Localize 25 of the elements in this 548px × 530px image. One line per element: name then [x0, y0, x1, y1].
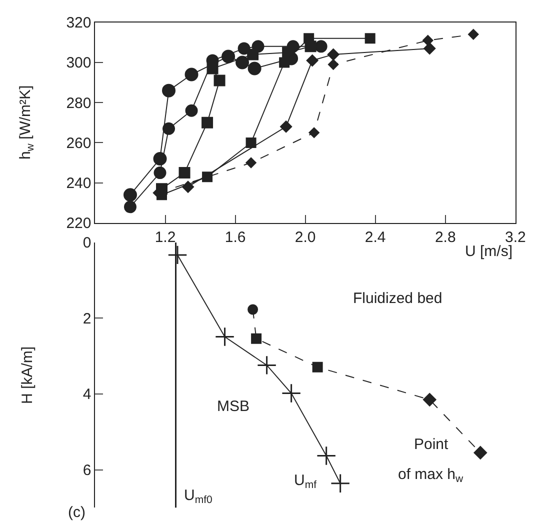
annotation: U$_{mf}$ [294, 472, 317, 492]
annotation: Point [414, 436, 450, 453]
y-tick-label: 320 [66, 14, 92, 32]
y-axis-title: H [kA/m] [18, 346, 36, 404]
y-tick-label: 2 [82, 310, 92, 328]
y-tick-label: 260 [66, 134, 92, 152]
y-tick-label: 280 [66, 94, 92, 112]
ref-line-label: U$_{mf0}$ [184, 487, 213, 506]
y-tick-label: 0 [82, 234, 92, 252]
x-tick-label: 2.8 [434, 228, 456, 246]
x-tick-label: 3.2 [504, 228, 526, 246]
x-axis-title: U [m/s] [465, 243, 512, 260]
y-tick-label: 4 [82, 386, 92, 404]
y-tick-label: 220 [66, 215, 92, 232]
x-tick-label: 2.4 [364, 228, 386, 246]
x-tick-label: 2.0 [294, 228, 316, 246]
x-tick-label: 1.2 [154, 228, 176, 246]
y-tick-label: 6 [82, 462, 92, 480]
text: (c) [68, 504, 86, 521]
x-tick-label: 1.6 [224, 228, 246, 246]
y-tick-label: 240 [66, 175, 92, 192]
annotation: Fluidized bed [353, 290, 442, 307]
annotation: MSB [217, 398, 250, 415]
y-tick-label: 300 [66, 54, 92, 72]
annotation: of max h$_{w}$ [398, 466, 464, 486]
